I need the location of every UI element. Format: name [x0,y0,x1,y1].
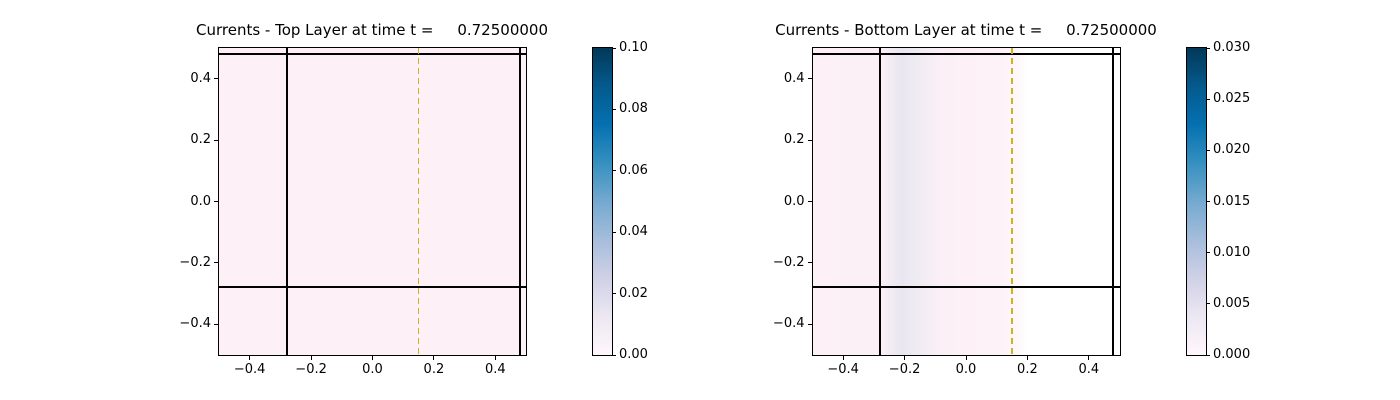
contour-line [812,53,1120,56]
colorbar-tick-label: 0.00 [619,347,648,362]
contour-line [219,286,526,289]
y-tick [214,262,218,264]
y-tick-label: −0.4 [772,316,805,332]
colorbar-tick-label: 0.025 [1213,91,1251,107]
x-tick-label: 0.0 [362,362,383,377]
colorbar-tick-label: 0.015 [1213,193,1251,209]
colorbar-tick [1206,47,1210,49]
x-tick-label: 0.4 [484,362,506,377]
x-tick-label: 0.2 [423,362,445,377]
y-tick-label: 0.4 [783,70,805,86]
y-tick-label: −0.2 [179,254,211,270]
x-tick-label: −0.2 [888,362,921,377]
y-tick [214,78,218,80]
y-tick-label: 0.0 [783,193,805,209]
contour-line [285,48,288,355]
contour-line [812,286,1120,289]
colorbar-tick-label: 0.005 [1213,295,1251,311]
x-tick [1026,356,1028,360]
colorbar-tick-label: 0.08 [619,101,648,117]
y-tick [807,78,812,80]
colorbar-tick [1206,149,1210,151]
y-tick [214,139,218,141]
x-tick [842,356,844,360]
y-tick-label: 0.4 [190,70,211,86]
y-tick [214,201,218,202]
colorbar-tick [1206,201,1210,202]
colorbar-tick [1206,354,1210,356]
y-tick [214,323,218,325]
x-tick-label: −0.4 [233,362,266,377]
x-tick [310,356,312,360]
y-tick-label: 0.2 [190,132,211,148]
colorbar-tick [1206,252,1210,254]
y-tick-label: 0.2 [783,132,805,148]
colorbar-tick [612,170,616,172]
colorbar-top-layer [592,47,613,356]
top-layer-plot-title: Currents - Top Layer at time t = 0.72500… [196,21,548,39]
x-tick [433,356,435,360]
x-tick-label: 0.4 [1078,362,1100,377]
plot-area-bottom-layer [811,47,1121,356]
dashed-marker-line [1011,48,1013,355]
y-tick-label: −0.2 [772,254,805,270]
dashed-marker-line [417,48,420,355]
x-tick [965,356,967,360]
colorbar-tick [612,354,616,356]
x-tick-label: 0.2 [1017,362,1038,377]
colorbar-tick [612,231,616,233]
contour-line [219,53,526,56]
y-tick [807,139,812,141]
x-tick [904,356,906,360]
x-tick [1088,356,1090,360]
plot-area-top-layer [218,47,527,356]
colorbar-tick [612,108,616,110]
colorbar-tick-label: 0.010 [1213,244,1251,260]
y-tick [807,201,812,202]
colorbar-tick-label: 0.04 [619,224,648,240]
colorbar-tick-label: 0.020 [1213,142,1251,158]
contour-line [1112,48,1115,355]
y-tick-label: 0.0 [190,193,211,209]
contour-line [518,48,521,355]
x-tick-label: −0.4 [827,362,859,377]
bottom-layer-plot-title: Currents - Bottom Layer at time t = 0.72… [775,21,1157,39]
x-tick-label: 0.0 [955,362,977,377]
x-tick [372,356,373,360]
y-tick [807,262,812,264]
x-tick [249,356,251,360]
x-tick [494,356,496,360]
y-tick [807,323,812,325]
y-tick-label: −0.4 [179,316,211,332]
colorbar-bottom-layer [1186,47,1207,356]
colorbar-tick-label: 0.000 [1213,347,1251,362]
colorbar-tick-label: 0.02 [619,285,648,301]
colorbar-tick [612,293,616,295]
colorbar-tick [1206,303,1210,305]
colorbar-tick [612,47,616,49]
contour-line [879,48,882,355]
colorbar-tick-label: 0.06 [619,162,648,178]
colorbar-tick-label: 0.10 [619,40,648,55]
colorbar-tick-label: 0.030 [1213,40,1251,55]
colorbar-tick [1206,98,1210,100]
x-tick-label: −0.2 [295,362,327,377]
